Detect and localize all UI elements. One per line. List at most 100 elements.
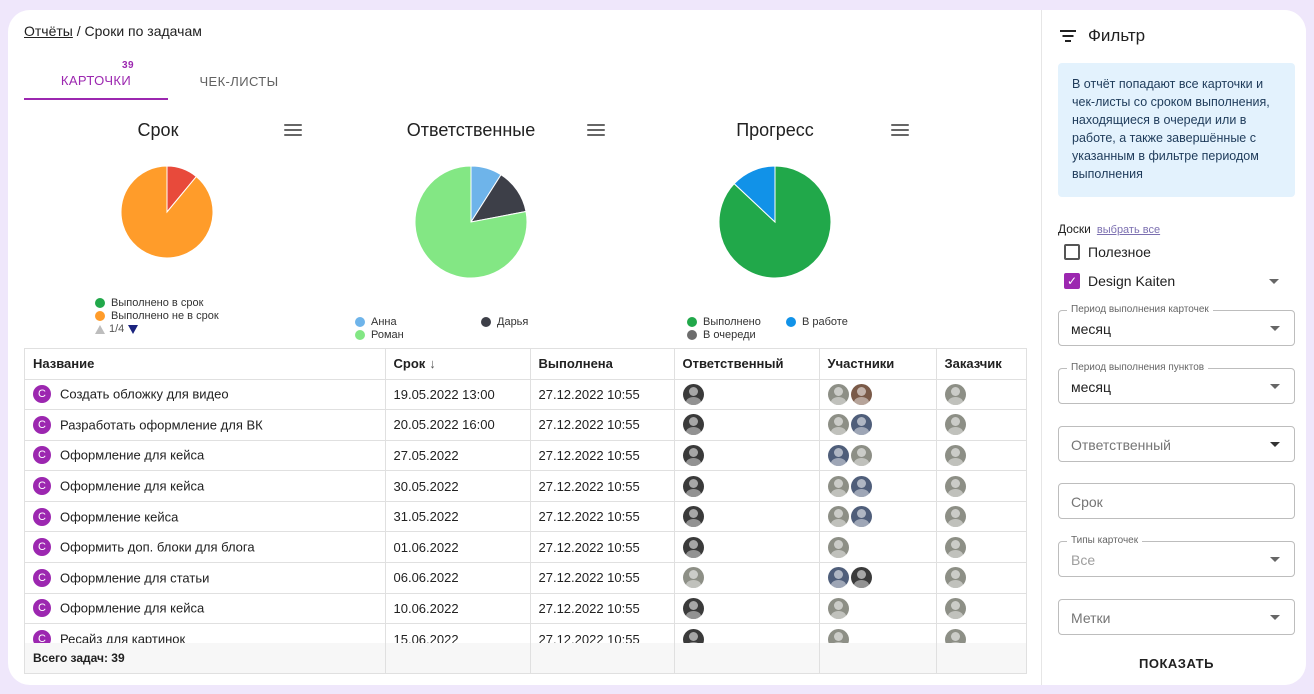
- table-row[interactable]: C Создать обложку для видео 19.05.2022 13:…: [25, 379, 1026, 411]
- avatar[interactable]: [827, 383, 849, 405]
- column-header-title[interactable]: Название: [25, 349, 386, 380]
- card-title[interactable]: Разработать оформление для ВК: [60, 417, 263, 433]
- boards-label-row: Доски выбрать все: [1058, 222, 1160, 236]
- avatar[interactable]: [850, 567, 872, 589]
- tab-cards[interactable]: КАРТОЧКИ 39: [24, 60, 168, 100]
- avatar[interactable]: [682, 567, 704, 589]
- avatar[interactable]: [944, 414, 966, 436]
- legend-item[interactable]: В очереди: [687, 328, 761, 341]
- pie-slice[interactable]: [733, 166, 776, 224]
- avatar[interactable]: [682, 597, 704, 619]
- avatar[interactable]: [944, 383, 966, 405]
- avatar[interactable]: [682, 444, 704, 466]
- due-placeholder: Срок: [1071, 494, 1103, 510]
- table-row[interactable]: C Разработать оформление для ВК 20.05.2022…: [25, 409, 1026, 441]
- avatar[interactable]: [850, 444, 872, 466]
- avatar[interactable]: [944, 536, 966, 558]
- avatar[interactable]: [827, 506, 849, 528]
- avatar[interactable]: [682, 475, 704, 497]
- card-title[interactable]: Оформление кейса: [60, 509, 179, 525]
- cell-responsible: [674, 501, 820, 533]
- column-header-due[interactable]: Срок ↓: [385, 349, 531, 380]
- filter-title: Фильтр: [1088, 26, 1146, 45]
- item-period-select[interactable]: Период выполнения пунктов месяц: [1058, 362, 1295, 404]
- table-row[interactable]: C Оформить доп. блоки для блога 01.06.2022…: [25, 531, 1026, 564]
- pie-slice[interactable]: [415, 166, 527, 278]
- avatar[interactable]: [682, 383, 704, 405]
- avatar[interactable]: [682, 414, 704, 436]
- filter-icon: [1060, 30, 1076, 42]
- avatar[interactable]: [682, 536, 704, 558]
- cell-title[interactable]: C Оформление для кейса: [25, 470, 386, 502]
- avatar[interactable]: [850, 414, 872, 436]
- legend-item[interactable]: Анна: [355, 315, 404, 328]
- filter-panel: Фильтр В отчёт попадают все карточки и ч…: [1041, 10, 1306, 685]
- table-row[interactable]: C Оформление для кейса 30.05.2022 27.12.202…: [25, 470, 1026, 502]
- chart-due-menu-icon[interactable]: [284, 124, 302, 138]
- avatar[interactable]: [827, 475, 849, 497]
- pie-slice[interactable]: [121, 166, 213, 258]
- cell-title[interactable]: C Оформить доп. блоки для блога: [25, 531, 386, 564]
- table-row[interactable]: C Оформление для кейса 10.06.2022 27.12.202…: [25, 593, 1026, 625]
- card-title[interactable]: Ресайз для картинок: [60, 631, 186, 647]
- cell-title[interactable]: C Оформление для кейса: [25, 440, 386, 472]
- avatar[interactable]: [827, 444, 849, 466]
- table-row[interactable]: C Оформление для статьи 06.06.2022 27.12.20…: [25, 562, 1026, 594]
- cell-title[interactable]: C Создать обложку для видео: [25, 379, 386, 411]
- cell-title[interactable]: C Оформление для статьи: [25, 562, 386, 594]
- select-all-link[interactable]: выбрать все: [1096, 224, 1161, 236]
- card-period-value: месяц: [1071, 321, 1112, 337]
- avatar[interactable]: [850, 383, 872, 405]
- legend-item[interactable]: Дарья: [481, 315, 528, 328]
- legend-item[interactable]: Выполнено в срок: [95, 296, 219, 309]
- avatar[interactable]: [827, 536, 849, 558]
- chevron-down-icon[interactable]: [1269, 279, 1279, 284]
- avatar[interactable]: [827, 597, 849, 619]
- legend-item[interactable]: Выполнено: [687, 315, 761, 328]
- cell-done: 27.12.2022 10:55: [530, 531, 675, 564]
- avatar[interactable]: [827, 567, 849, 589]
- avatar[interactable]: [944, 506, 966, 528]
- card-title[interactable]: Оформление для статьи: [60, 570, 210, 586]
- avatar[interactable]: [944, 444, 966, 466]
- cell-title[interactable]: C Оформление кейса: [25, 501, 386, 533]
- cell-title[interactable]: C Оформление для кейса: [25, 593, 386, 625]
- card-title[interactable]: Оформление для кейса: [60, 600, 205, 616]
- column-header-members[interactable]: Участники: [819, 349, 937, 380]
- cell-title[interactable]: C Разработать оформление для ВК: [25, 409, 386, 441]
- legend-item[interactable]: В работе: [786, 315, 848, 328]
- chart-progress-menu-icon[interactable]: [891, 124, 909, 138]
- column-header-customer[interactable]: Заказчик: [936, 349, 1026, 380]
- avatar[interactable]: [944, 475, 966, 497]
- due-input[interactable]: Срок: [1058, 483, 1295, 519]
- legend-item[interactable]: Роман: [355, 328, 404, 341]
- legend-prev-icon[interactable]: [95, 324, 105, 334]
- avatar[interactable]: [944, 597, 966, 619]
- card-title[interactable]: Оформление для кейса: [60, 447, 205, 463]
- legend-item[interactable]: Выполнено не в срок: [95, 309, 219, 322]
- chart-responsible-menu-icon[interactable]: [587, 124, 605, 138]
- board-checkbox-useful[interactable]: Полезное: [1064, 242, 1151, 262]
- avatar[interactable]: [827, 414, 849, 436]
- legend-next-icon[interactable]: [128, 324, 139, 334]
- card-types-select[interactable]: Типы карточек Все: [1058, 535, 1295, 577]
- table-row[interactable]: C Оформление кейса 31.05.2022 27.12.2022 10…: [25, 501, 1026, 533]
- column-header-done[interactable]: Выполнена: [530, 349, 675, 380]
- avatar[interactable]: [944, 567, 966, 589]
- avatar[interactable]: [850, 475, 872, 497]
- table-row[interactable]: C Оформление для кейса 27.05.2022 27.12.202…: [25, 440, 1026, 472]
- tab-checklists[interactable]: ЧЕК-ЛИСТЫ: [174, 62, 304, 100]
- tags-select[interactable]: Метки: [1058, 599, 1295, 635]
- show-button[interactable]: ПОКАЗАТЬ: [1139, 656, 1214, 671]
- avatar[interactable]: [682, 506, 704, 528]
- responsible-select[interactable]: Ответственный: [1058, 426, 1295, 462]
- card-type-badge: C: [33, 599, 51, 618]
- avatar[interactable]: [850, 506, 872, 528]
- breadcrumb-reports-link[interactable]: Отчёты: [24, 23, 73, 39]
- column-header-responsible[interactable]: Ответственный: [674, 349, 820, 380]
- board-checkbox-design-kaiten[interactable]: ✓ Design Kaiten: [1064, 271, 1279, 291]
- card-title[interactable]: Создать обложку для видео: [60, 386, 229, 402]
- card-period-select[interactable]: Период выполнения карточек месяц: [1058, 304, 1295, 346]
- card-title[interactable]: Оформить доп. блоки для блога: [60, 539, 255, 555]
- card-title[interactable]: Оформление для кейса: [60, 478, 205, 494]
